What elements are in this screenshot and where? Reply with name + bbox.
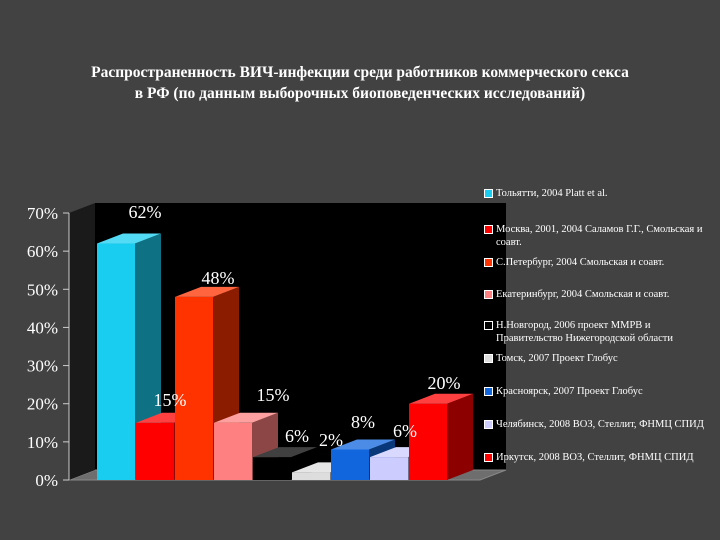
chart-side-wall: [69, 203, 95, 480]
legend-label-8: Челябинск, 2008 ВОЗ, Стеллит, ФНМЦ СПИД: [496, 419, 704, 430]
legend-label-7: Красноярск, 2007 Проект Глобус: [496, 386, 643, 397]
legend-label-2: Москва, 2001, 2004 Саламов Г.Г., Смольск…: [496, 224, 703, 248]
legend-label-6: Томск, 2007 Проект Глобус: [496, 353, 618, 364]
legend-swatch-9: [484, 453, 493, 462]
legend-swatch-4: [484, 290, 493, 299]
bar-front-9: [409, 403, 447, 480]
chart-title-line-1: Распространенность ВИЧ-инфекции среди ра…: [91, 64, 629, 81]
bar-top-5: [253, 447, 317, 458]
bar-front-2: [136, 422, 174, 480]
data-label-8: 6%: [393, 421, 417, 441]
data-label-1: 62%: [129, 202, 162, 222]
legend-label-1: Тольятти, 2004 Platt et al.: [496, 188, 608, 199]
bar-top-7: [331, 439, 395, 450]
legend-label-5: Н.Новгород, 2006 проект ММРВ и Правитель…: [496, 320, 673, 344]
data-label-9: 20%: [428, 373, 461, 393]
data-label-3: 48%: [202, 268, 235, 288]
legend-swatch-3: [484, 258, 493, 267]
legend-swatch-6: [484, 354, 493, 363]
data-label-6: 2%: [319, 430, 343, 450]
bar-top-9: [409, 393, 473, 404]
bar-top-3: [175, 286, 239, 297]
y-tick-label: 20%: [27, 395, 58, 414]
data-label-4: 15%: [257, 385, 290, 405]
bar-front-5: [253, 457, 291, 480]
legend-swatch-1: [484, 189, 493, 198]
y-tick-label: 0%: [35, 471, 58, 490]
legend-swatch-7: [484, 387, 493, 396]
chart-title-line-2: в РФ (по данным выборочных биоповеденчес…: [134, 85, 586, 102]
y-tick-label: 10%: [27, 433, 58, 452]
chart-title: Распространенность ВИЧ-инфекции среди ра…: [0, 62, 720, 104]
y-tick-label: 70%: [27, 204, 58, 223]
bar-front-7: [331, 449, 369, 480]
bar-front-6: [292, 472, 330, 480]
bar-front-1: [97, 243, 135, 480]
bar-front-8: [370, 457, 408, 480]
legend-swatch-5: [484, 321, 493, 330]
y-tick-label: 50%: [27, 280, 58, 299]
legend-label-4: Екатеринбург, 2004 Смольская и соавт.: [496, 289, 670, 300]
data-label-5: 6%: [285, 426, 309, 446]
bar-top-4: [214, 412, 278, 423]
bar-front-4: [214, 422, 252, 480]
legend-label-3: С.Петербург, 2004 Смольская и соавт.: [496, 257, 665, 268]
data-label-2: 15%: [154, 390, 187, 410]
bar-top-1: [97, 233, 161, 244]
y-tick-label: 60%: [27, 242, 58, 261]
legend-swatch-2: [484, 225, 493, 234]
y-tick-label: 30%: [27, 357, 58, 376]
y-tick-label: 40%: [27, 318, 58, 337]
legend-swatch-8: [484, 420, 493, 429]
bar-front-3: [175, 296, 213, 480]
data-label-7: 8%: [351, 412, 375, 432]
legend-label-9: Иркутск, 2008 ВОЗ, Стеллит, ФНМЦ СПИД: [496, 452, 694, 463]
bar-side-9: [447, 393, 473, 480]
